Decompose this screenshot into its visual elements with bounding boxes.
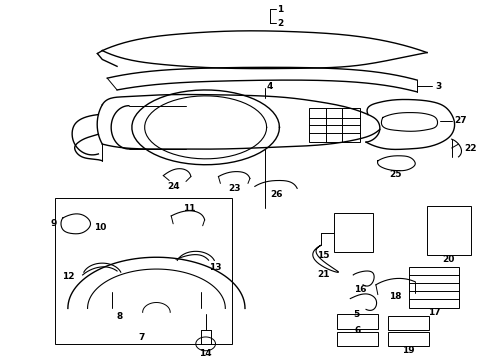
Text: 24: 24: [167, 182, 179, 191]
Text: 5: 5: [353, 310, 359, 319]
Text: 23: 23: [228, 184, 241, 193]
Bar: [55, 198, 232, 344]
Text: 2: 2: [277, 18, 284, 27]
Text: 6: 6: [354, 325, 360, 334]
Text: 12: 12: [62, 273, 75, 282]
Text: 11: 11: [183, 203, 195, 212]
Text: 7: 7: [139, 333, 145, 342]
Text: 27: 27: [455, 116, 467, 125]
Text: 14: 14: [199, 349, 212, 358]
Bar: [337, 332, 378, 346]
Bar: [334, 213, 373, 252]
Bar: [409, 267, 459, 309]
Text: 17: 17: [428, 308, 440, 317]
Text: 20: 20: [442, 255, 455, 264]
Bar: [427, 206, 471, 255]
Text: 3: 3: [435, 81, 441, 90]
Text: 15: 15: [318, 251, 330, 260]
Text: 21: 21: [318, 270, 330, 279]
Bar: [309, 108, 360, 142]
Text: 1: 1: [277, 5, 284, 14]
Text: 22: 22: [465, 144, 477, 153]
Text: 4: 4: [267, 81, 273, 90]
Text: 25: 25: [390, 170, 402, 179]
Text: 18: 18: [390, 292, 402, 301]
Bar: [337, 314, 378, 329]
Text: 19: 19: [402, 346, 415, 355]
Bar: [388, 332, 429, 346]
Text: 8: 8: [117, 312, 123, 321]
Text: 9: 9: [50, 219, 57, 228]
Bar: [388, 316, 429, 330]
Text: 16: 16: [354, 285, 367, 294]
Text: 13: 13: [209, 262, 221, 271]
Text: 10: 10: [95, 223, 107, 232]
Text: 26: 26: [270, 190, 283, 199]
